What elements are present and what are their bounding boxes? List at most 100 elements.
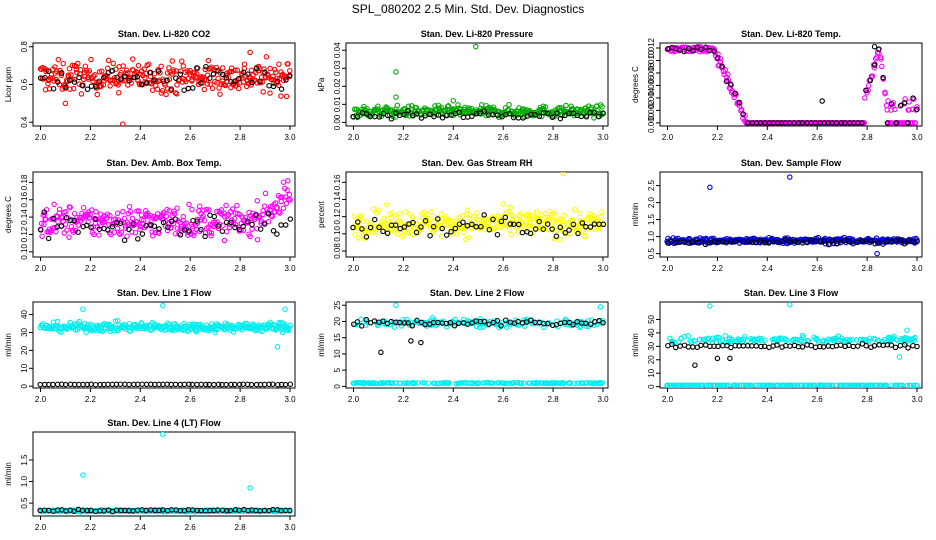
data-point — [758, 343, 764, 350]
data-point — [686, 382, 693, 388]
data-point — [529, 213, 536, 219]
data-point — [755, 382, 761, 388]
data-point — [287, 72, 293, 79]
data-point — [876, 46, 882, 52]
data-point — [158, 63, 164, 70]
panel-title: Stan. Dev. Line 2 Flow — [430, 288, 525, 298]
data-point — [481, 318, 488, 325]
panel-title: Stan. Dev. Line 3 Flow — [744, 288, 839, 298]
data-point — [507, 204, 513, 211]
data-point — [215, 223, 222, 229]
data-point — [259, 328, 265, 335]
data-point — [391, 212, 398, 219]
data-point — [63, 209, 69, 215]
data-point — [133, 68, 139, 75]
data-point — [112, 318, 119, 324]
data-point — [267, 90, 273, 96]
data-point — [825, 336, 832, 342]
data-point — [37, 381, 43, 388]
y-tick-label: 1.0 — [647, 230, 656, 242]
y-tick-label: 20 — [647, 355, 656, 364]
data-point — [544, 221, 551, 227]
data-point — [372, 229, 379, 235]
data-point — [819, 98, 825, 104]
y-tick-label: 0.04 — [333, 42, 342, 58]
data-point — [63, 215, 70, 221]
data-point — [229, 68, 235, 75]
data-point — [668, 382, 674, 388]
data-point — [168, 86, 175, 92]
data-point — [280, 205, 287, 212]
data-point — [583, 114, 590, 120]
data-point — [363, 111, 370, 117]
data-point — [600, 110, 606, 116]
x-tick-label: 3.0 — [597, 264, 609, 273]
series-primary — [37, 49, 293, 126]
data-point — [135, 236, 141, 242]
data-point — [65, 72, 72, 78]
data-point — [596, 113, 602, 120]
data-point — [88, 56, 94, 63]
x-tick-label: 2.6 — [185, 264, 197, 273]
data-point — [737, 382, 743, 388]
data-point — [411, 111, 417, 117]
data-point — [741, 333, 748, 340]
data-point — [795, 120, 802, 126]
data-point — [518, 380, 524, 386]
data-point — [241, 61, 248, 67]
data-point — [863, 87, 869, 94]
data-point — [282, 222, 289, 228]
data-point — [689, 238, 696, 245]
data-point — [160, 78, 167, 84]
y-axis-label: degrees C — [631, 66, 640, 103]
x-tick-label: 2.6 — [498, 133, 510, 142]
points-group — [350, 43, 606, 122]
y-tick-label: 5 — [333, 367, 342, 372]
data-point — [453, 231, 460, 237]
data-point — [732, 90, 738, 97]
data-point — [190, 85, 196, 91]
data-point — [140, 217, 147, 224]
data-point — [196, 203, 203, 210]
data-point — [262, 69, 268, 76]
data-point — [165, 224, 171, 230]
data-point — [868, 74, 875, 80]
data-point — [52, 64, 58, 70]
data-point — [513, 216, 520, 222]
data-point — [51, 201, 57, 208]
data-point — [799, 344, 806, 350]
data-point — [203, 63, 209, 70]
data-point — [232, 224, 238, 231]
data-point — [406, 380, 412, 386]
data-point — [727, 355, 733, 362]
data-point — [279, 194, 285, 200]
data-point — [260, 211, 266, 218]
data-point — [83, 222, 90, 229]
data-point — [200, 74, 206, 80]
data-point — [160, 209, 167, 216]
series-reference — [665, 236, 920, 248]
data-point — [397, 219, 403, 225]
y-tick-label: 0 — [333, 384, 342, 389]
data-point — [137, 226, 143, 233]
data-point — [707, 184, 713, 191]
data-point — [198, 381, 204, 388]
data-point — [127, 209, 134, 215]
data-point — [80, 472, 86, 478]
data-point — [41, 209, 47, 215]
plot-frame — [345, 171, 609, 258]
x-tick-label: 2.8 — [862, 395, 874, 404]
data-point — [520, 215, 526, 221]
points-group — [37, 302, 294, 388]
data-point — [460, 219, 466, 226]
data-point — [880, 74, 886, 81]
x-tick-label: 3.0 — [911, 264, 923, 273]
x-tick-label: 2.0 — [348, 395, 360, 404]
data-point — [498, 218, 505, 225]
x-tick-label: 2.2 — [712, 264, 724, 273]
data-point — [114, 210, 121, 217]
data-point — [506, 227, 513, 233]
y-axis-label: ml/min — [4, 462, 13, 486]
y-tick-label: 0.10 — [20, 243, 29, 259]
x-tick-label: 2.8 — [235, 133, 247, 142]
